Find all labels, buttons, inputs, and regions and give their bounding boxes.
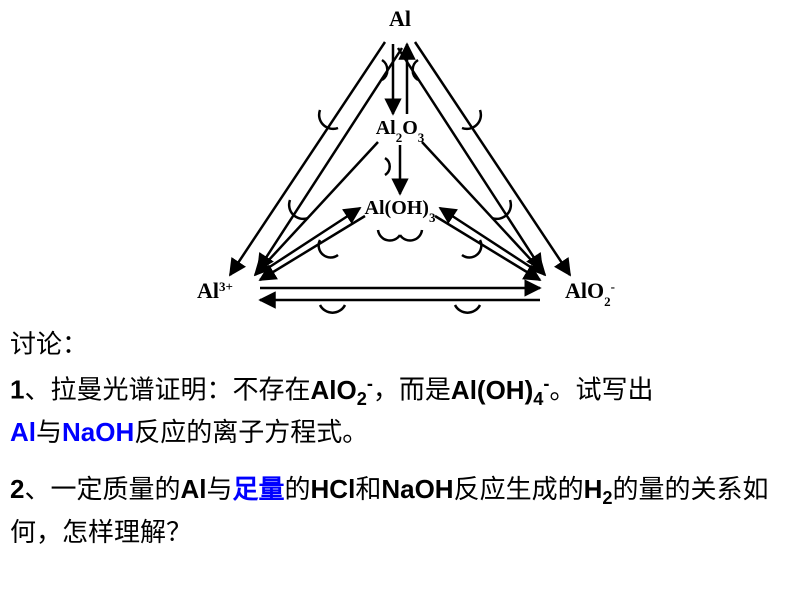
q1-number: 1 [10,375,24,405]
q2-number: 2 [10,474,24,504]
q2-hcl: HCl [311,474,356,504]
discussion-block: 讨论： 1、拉曼光谱证明：不存在AlO2-，而是Al(OH)4-。试写出 Al与… [10,325,790,552]
hl-zuliang: 足量 [233,474,285,504]
node-al2o3: Al2O3 [376,117,425,145]
species-alo2: AlO2- [310,375,372,405]
question-1: 1、拉曼光谱证明：不存在AlO2-，而是Al(OH)4-。试写出 Al与NaOH… [10,370,790,452]
discussion-header: 讨论： [10,325,790,364]
q2-h2: H2 [584,474,613,504]
q2-naoh: NaOH [381,474,453,504]
species-aloh4: Al(OH)4- [451,375,550,405]
node-al3plus: Al3+ [197,278,233,303]
hl-naoh: NaOH [62,417,134,447]
question-2: 2、一定质量的Al与足量的HCl和NaOH反应生成的H2的量的关系如何，怎样理解… [10,470,790,551]
hl-al: Al [10,417,36,447]
aluminum-species-diagram: Al Al2O3 Al(OH)3 Al3+ AlO2- [160,0,640,320]
node-al: Al [389,6,411,31]
q2-al: Al [180,474,206,504]
node-alo2minus: AlO2- [565,278,615,309]
node-aloh3: Al(OH)3 [365,197,436,225]
